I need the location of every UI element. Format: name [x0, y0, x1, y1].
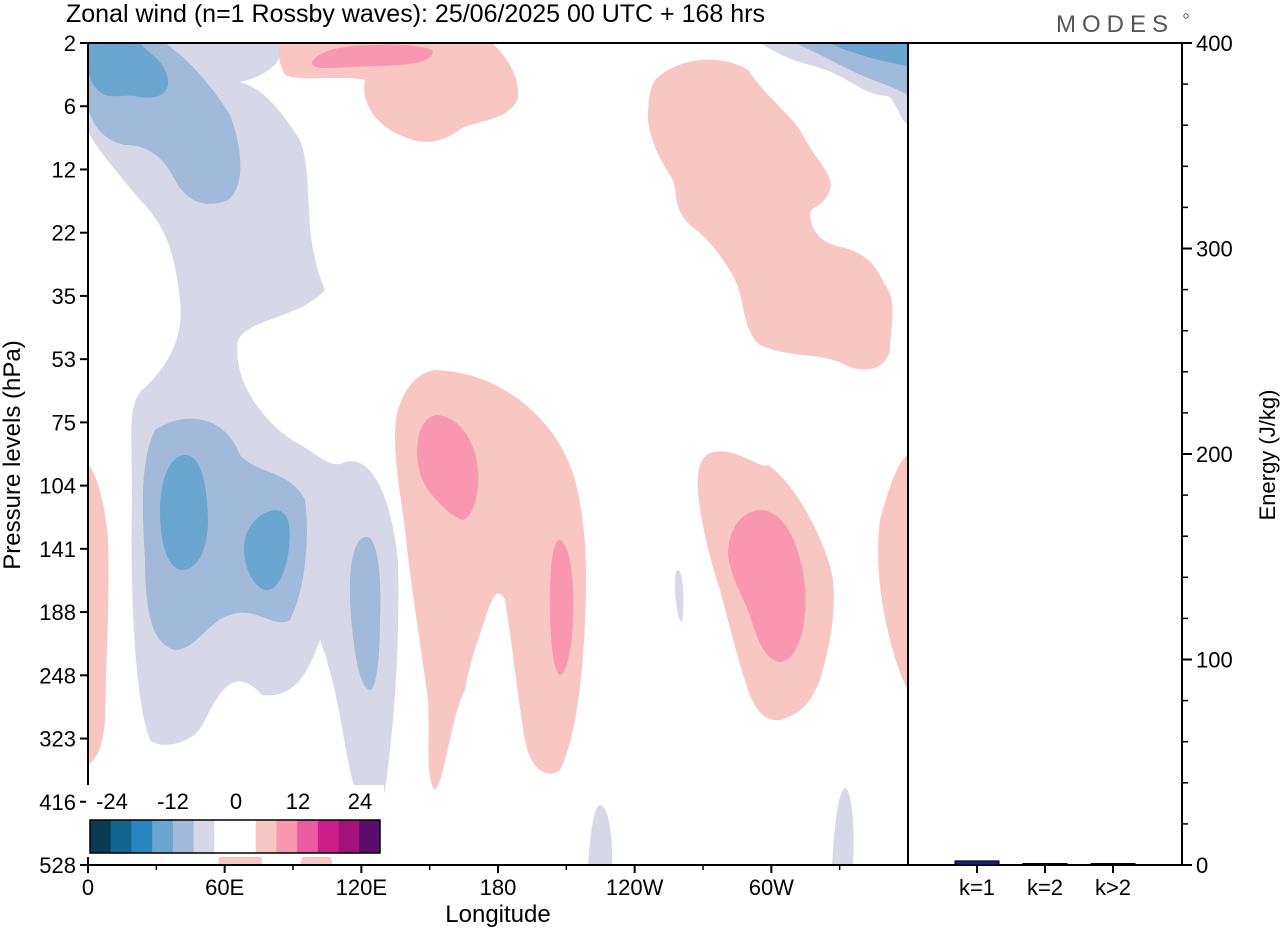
- y-tick-label: 528: [39, 853, 76, 878]
- contour-pos-medium-100w: [728, 510, 806, 662]
- y-tick-label: 248: [39, 663, 76, 688]
- colorbar-label: -12: [157, 789, 189, 814]
- colorbar-swatch: [193, 820, 215, 853]
- x-tick-label: 0: [82, 875, 94, 900]
- colorbar-swatch: [297, 820, 319, 853]
- y-tick-label: 416: [39, 790, 76, 815]
- contour-neg-strong-upper: [88, 43, 169, 98]
- energy-tick-label: 100: [1196, 648, 1233, 673]
- y-axis-label-pressure: Pressure levels (hPa): [0, 340, 26, 569]
- x-tick-label: 60W: [749, 875, 794, 900]
- energy-tick-label: 200: [1196, 442, 1233, 467]
- contour-neg-patch-bottom-2: [832, 788, 854, 865]
- logo-registered-mark: [1183, 13, 1189, 19]
- energy-tick-label: 300: [1196, 237, 1233, 262]
- colorbar-swatch: [276, 820, 298, 853]
- contour-neg-patch-mid: [675, 570, 684, 622]
- energy-bar-label: k>2: [1095, 875, 1131, 900]
- colorbar-frame: [89, 819, 381, 854]
- contour-pos-medium-top: [311, 44, 433, 68]
- energy-bars: [954, 860, 1136, 866]
- contour-pos-right-edge: [878, 455, 908, 690]
- contour-pos-top-center: [278, 43, 519, 142]
- x-tick-label: 120E: [336, 875, 387, 900]
- colorbar-swatch: [214, 820, 236, 853]
- colorbar-swatch: [359, 820, 381, 853]
- colorbar-label: 12: [286, 789, 310, 814]
- colorbar-legend: -24 -12 0 12 24: [86, 785, 384, 857]
- contour-pos-medium-180: [417, 415, 479, 520]
- colorbar-swatch: [90, 820, 112, 853]
- contour-neg-outer-west: [88, 43, 399, 804]
- energy-bar-labels: k=1 k=2 k>2: [959, 865, 1131, 900]
- energy-tick-label: 400: [1196, 31, 1233, 56]
- y-axis-pressure: 2 6 12 22 35 53 75 104 141 188 248 323 416 528: [39, 31, 88, 878]
- contour-neg-top-right-strong: [830, 43, 908, 66]
- colorbar-label: -24: [96, 789, 128, 814]
- y-tick-label: 35: [52, 284, 76, 309]
- x-axis-label: Longitude: [445, 901, 550, 928]
- x-tick-label: 180: [480, 875, 517, 900]
- colorbar-swatch: [255, 820, 277, 853]
- y-tick-label: 53: [52, 347, 76, 372]
- energy-plot-frame: [907, 42, 1183, 866]
- y-tick-label: 6: [64, 94, 76, 119]
- x-axis: 0 60E 120E 180 120W 60W: [82, 865, 841, 900]
- energy-bar-2: [1022, 863, 1068, 866]
- y-tick-label: 22: [52, 221, 76, 246]
- colorbar-swatch: [172, 820, 195, 853]
- y-tick-label: 104: [39, 474, 76, 499]
- colorbar-label: 24: [348, 789, 372, 814]
- y-tick-label: 323: [39, 727, 76, 752]
- y-tick-label: 75: [52, 410, 76, 435]
- energy-bar-1: [954, 860, 1000, 866]
- y-tick-label: 12: [52, 157, 76, 182]
- contour-pos-medium-160w: [550, 540, 574, 675]
- contour-pos-upper-right: [648, 59, 893, 370]
- y-tick-label: 188: [39, 600, 76, 625]
- y-axis-energy: 0 100 200 300 400: [1182, 31, 1233, 878]
- energy-bar-label: k=2: [1027, 875, 1063, 900]
- colorbar-swatch: [110, 820, 132, 853]
- colorbar-swatch: [317, 820, 340, 853]
- contour-neg-strong-right: [243, 510, 290, 591]
- modes-logo: MODES: [1056, 11, 1174, 38]
- contour-neg-patch-bottom-1: [588, 805, 613, 865]
- contour-field: [88, 43, 908, 865]
- energy-bar-label: k=1: [959, 875, 995, 900]
- colorbar-swatch: [338, 820, 360, 853]
- colorbar-label: 0: [230, 789, 242, 814]
- colorbar-swatch: [152, 820, 174, 853]
- contour-pos-left-edge: [88, 465, 109, 765]
- colorbar-swatch: [131, 820, 153, 853]
- colorbar-swatch: [235, 820, 257, 853]
- energy-bar-3: [1090, 863, 1136, 866]
- x-tick-label: 120W: [606, 875, 664, 900]
- energy-tick-label: 0: [1196, 853, 1208, 878]
- contour-neg-medium-120e: [349, 536, 381, 690]
- chart-title: Zonal wind (n=1 Rossby waves): 25/06/202…: [66, 0, 765, 28]
- y-tick-label: 2: [64, 31, 76, 56]
- y-axis-label-energy: Energy (J/kg): [1255, 390, 1280, 521]
- contour-neg-strong-left: [160, 455, 208, 570]
- y-tick-label: 141: [39, 537, 76, 562]
- x-tick-label: 60E: [205, 875, 244, 900]
